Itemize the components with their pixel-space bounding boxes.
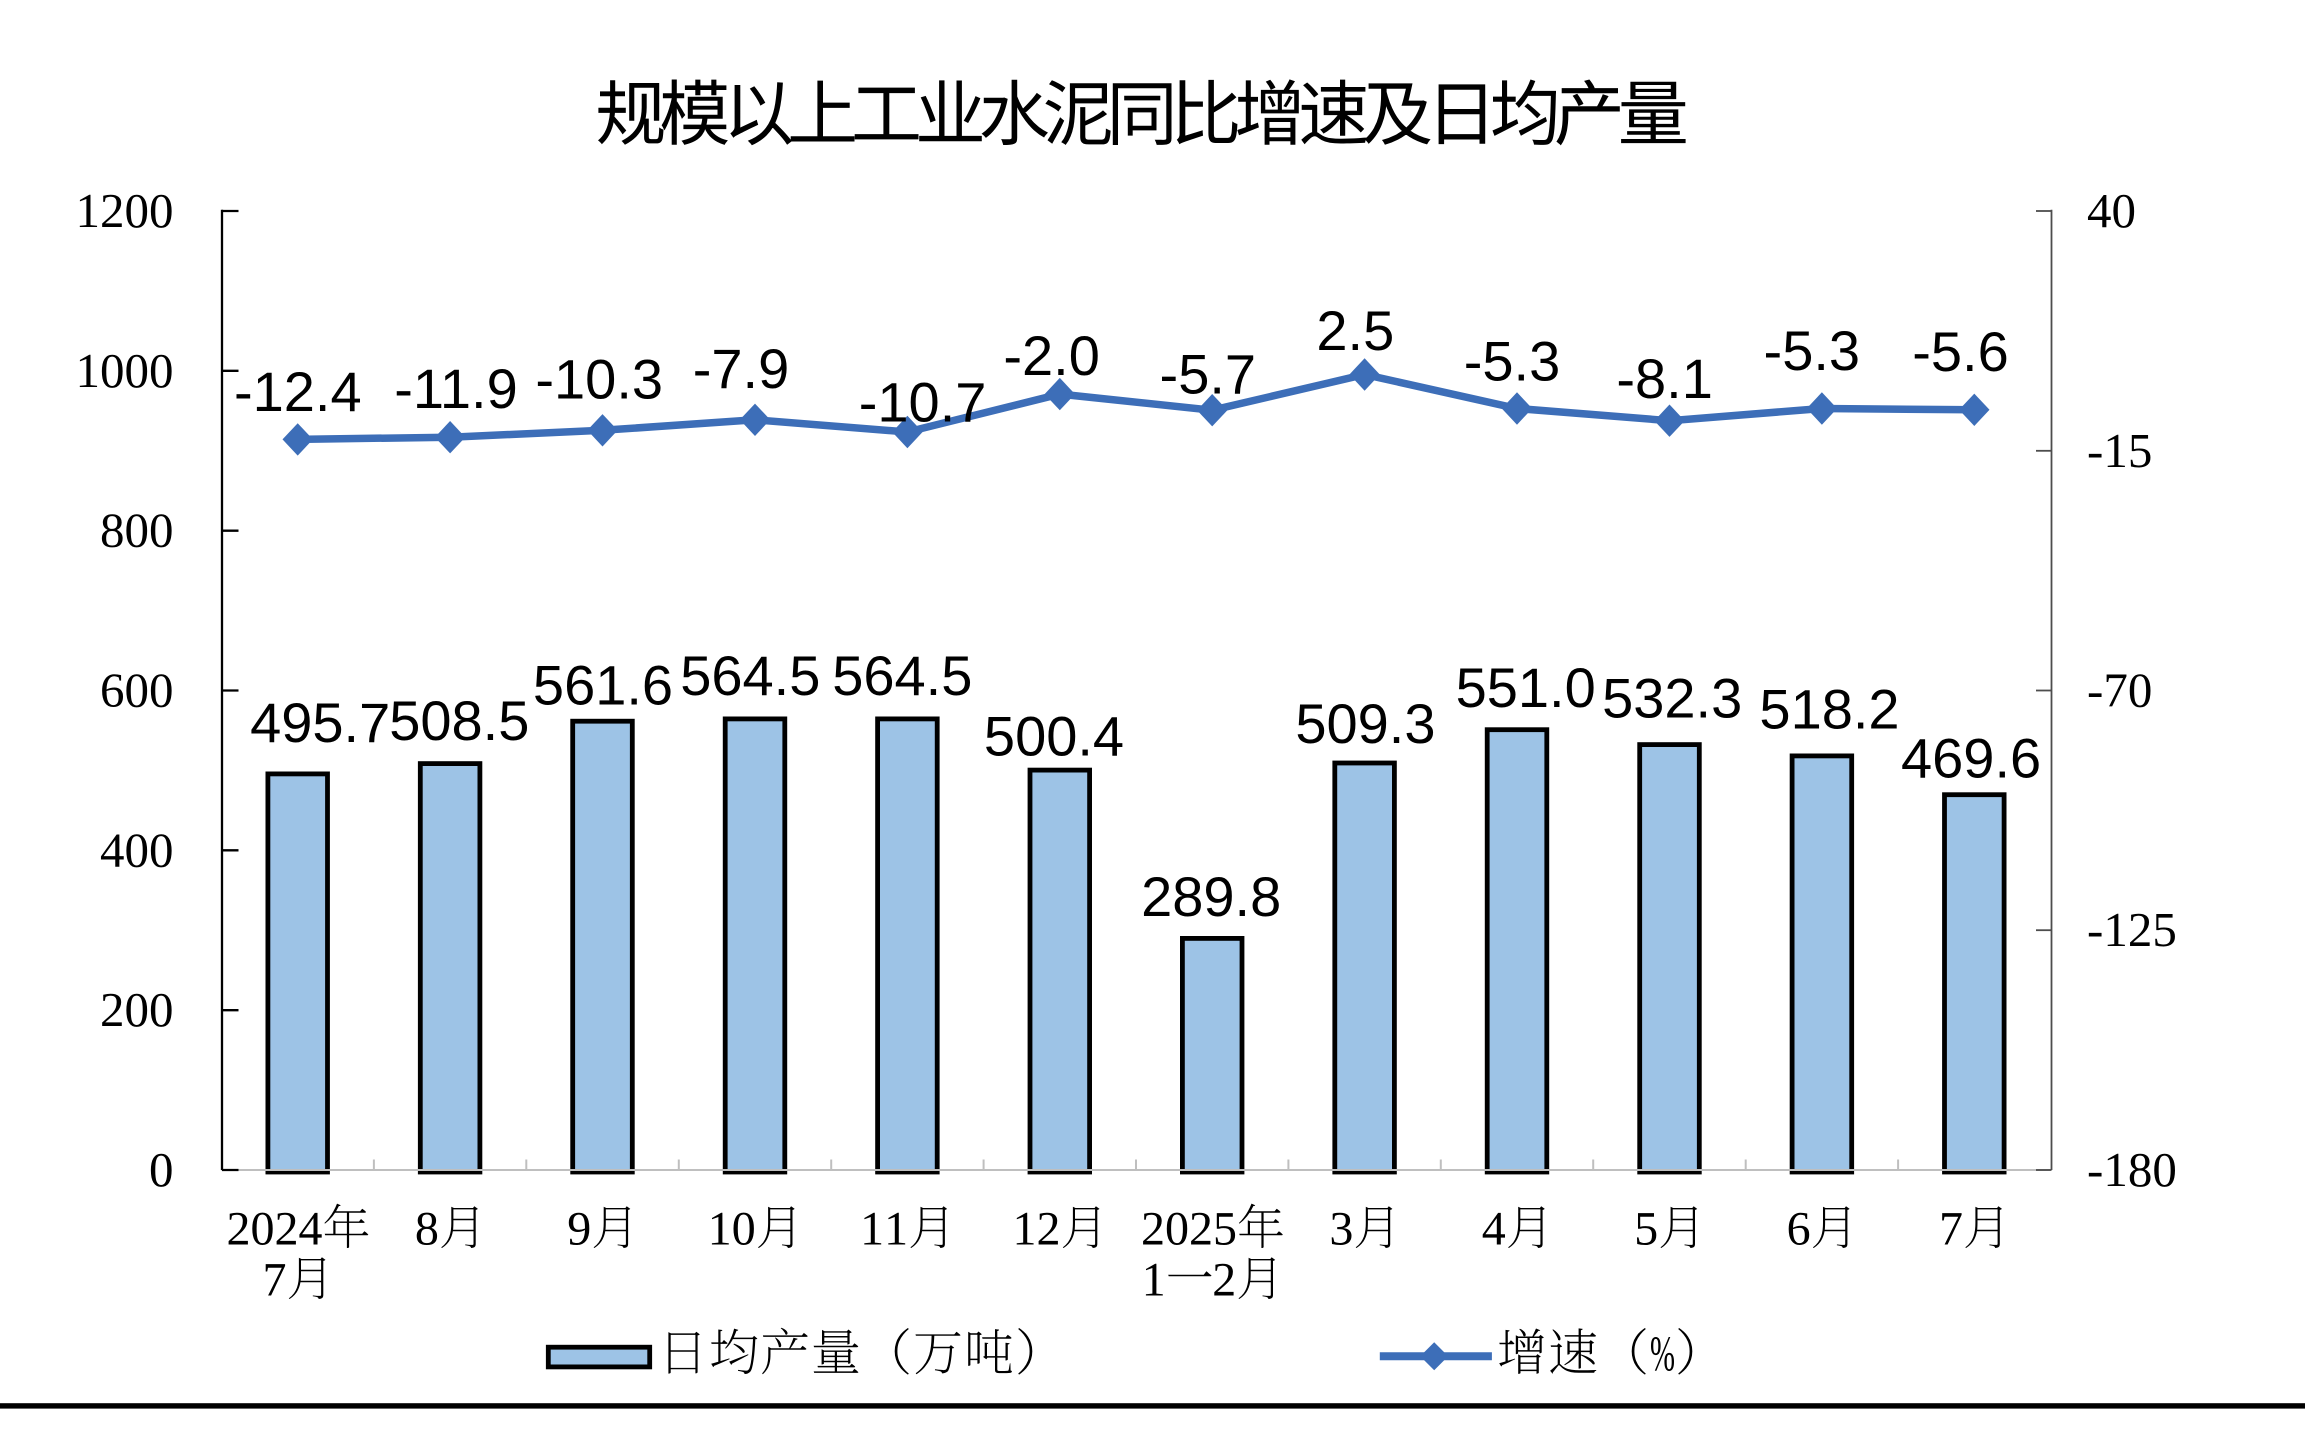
svg-text:-5.3: -5.3 — [1464, 330, 1561, 393]
svg-text:200: 200 — [100, 982, 174, 1037]
svg-text:800: 800 — [100, 503, 174, 558]
svg-text:-5.6: -5.6 — [1912, 320, 2009, 383]
svg-text:518.2: 518.2 — [1759, 678, 1899, 741]
svg-text:2.5: 2.5 — [1316, 299, 1394, 362]
svg-text:532.3: 532.3 — [1602, 667, 1742, 730]
svg-text:551.0: 551.0 — [1456, 656, 1596, 719]
svg-text:508.5: 508.5 — [389, 689, 529, 752]
svg-text:-15: -15 — [2087, 423, 2152, 478]
svg-text:600: 600 — [100, 663, 174, 718]
svg-text:-5.7: -5.7 — [1160, 342, 1257, 405]
svg-text:-7.9: -7.9 — [693, 337, 790, 400]
svg-text:-180: -180 — [2087, 1142, 2177, 1197]
svg-text:509.3: 509.3 — [1295, 692, 1435, 755]
svg-text:400: 400 — [100, 822, 174, 877]
svg-text:-125: -125 — [2087, 902, 2177, 957]
svg-text:1200: 1200 — [76, 183, 174, 238]
svg-text:469.6: 469.6 — [1901, 727, 2041, 790]
svg-text:-10.3: -10.3 — [535, 348, 663, 411]
svg-text:500.4: 500.4 — [984, 705, 1124, 768]
svg-text:564.5: 564.5 — [832, 644, 972, 707]
svg-text:-10.7: -10.7 — [859, 370, 987, 433]
svg-text:40: 40 — [2087, 183, 2136, 238]
svg-text:1000: 1000 — [76, 343, 174, 398]
svg-text:-8.1: -8.1 — [1616, 347, 1713, 410]
svg-text:495.7: 495.7 — [250, 691, 390, 754]
svg-text:-12.4: -12.4 — [234, 360, 362, 423]
svg-text:289.8: 289.8 — [1141, 865, 1281, 928]
svg-text:-5.3: -5.3 — [1764, 319, 1861, 382]
svg-text:564.5: 564.5 — [680, 644, 820, 707]
svg-text:-70: -70 — [2087, 663, 2152, 718]
svg-text:561.6: 561.6 — [533, 654, 673, 717]
svg-text:0: 0 — [149, 1142, 174, 1197]
svg-text:-2.0: -2.0 — [1003, 324, 1100, 387]
svg-text:-11.9: -11.9 — [394, 357, 517, 420]
